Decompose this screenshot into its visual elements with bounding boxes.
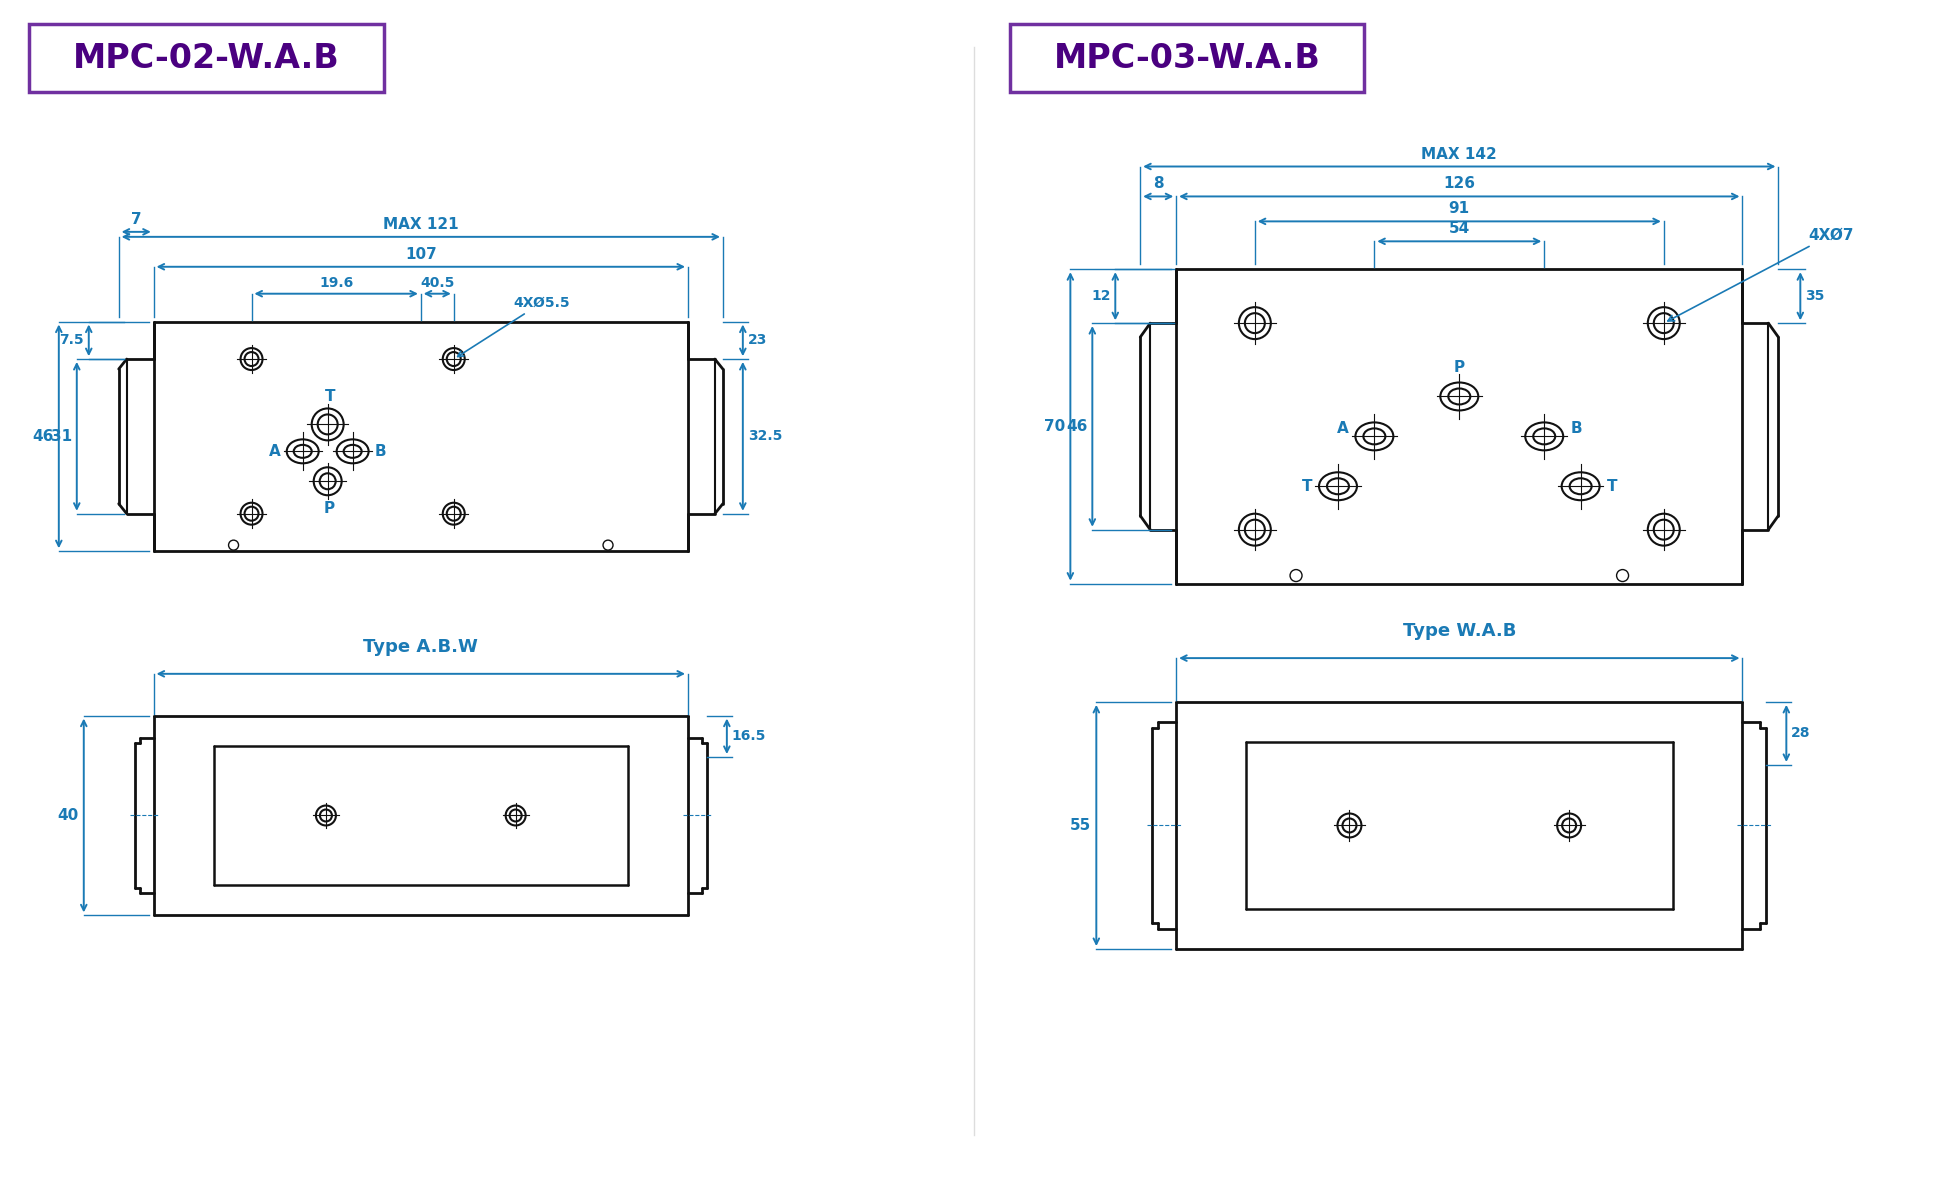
Text: MAX 121: MAX 121 xyxy=(384,216,458,232)
Text: 40.5: 40.5 xyxy=(421,276,454,289)
Text: 19.6: 19.6 xyxy=(319,276,353,289)
Text: P: P xyxy=(323,501,335,517)
Text: 7.5: 7.5 xyxy=(58,334,84,347)
Text: 4XØ5.5: 4XØ5.5 xyxy=(458,295,571,356)
Text: B: B xyxy=(374,444,386,459)
Text: 35: 35 xyxy=(1806,289,1825,304)
Text: 7: 7 xyxy=(131,212,142,227)
Text: A: A xyxy=(269,444,281,459)
Text: 40: 40 xyxy=(58,808,78,823)
Text: 107: 107 xyxy=(405,246,436,262)
Text: P: P xyxy=(1453,360,1465,374)
Text: Type W.A.B: Type W.A.B xyxy=(1403,622,1516,640)
Text: 23: 23 xyxy=(748,334,768,347)
Text: 46: 46 xyxy=(33,429,55,444)
Text: A: A xyxy=(1336,421,1348,435)
Text: 126: 126 xyxy=(1443,177,1475,191)
Text: 28: 28 xyxy=(1792,726,1812,740)
Text: 70: 70 xyxy=(1044,419,1066,434)
Text: T: T xyxy=(1607,478,1617,494)
Text: 91: 91 xyxy=(1449,201,1471,216)
Text: 55: 55 xyxy=(1069,818,1091,832)
Text: MPC-03-W.A.B: MPC-03-W.A.B xyxy=(1054,42,1321,75)
Text: 8: 8 xyxy=(1153,177,1163,191)
Text: 12: 12 xyxy=(1091,289,1110,304)
FancyBboxPatch shape xyxy=(1009,24,1364,92)
Text: Type A.B.W: Type A.B.W xyxy=(364,637,477,655)
Text: T: T xyxy=(1301,478,1313,494)
Text: 46: 46 xyxy=(1066,419,1087,434)
Text: 32.5: 32.5 xyxy=(748,429,783,444)
Text: 4XØ7: 4XØ7 xyxy=(1667,227,1854,321)
Text: MPC-02-W.A.B: MPC-02-W.A.B xyxy=(72,42,339,75)
FancyBboxPatch shape xyxy=(29,24,384,92)
Text: T: T xyxy=(325,390,335,404)
Text: 54: 54 xyxy=(1449,221,1471,237)
Text: B: B xyxy=(1570,421,1582,435)
Text: 31: 31 xyxy=(51,429,72,444)
Text: MAX 142: MAX 142 xyxy=(1422,147,1498,161)
Text: 16.5: 16.5 xyxy=(732,730,766,743)
